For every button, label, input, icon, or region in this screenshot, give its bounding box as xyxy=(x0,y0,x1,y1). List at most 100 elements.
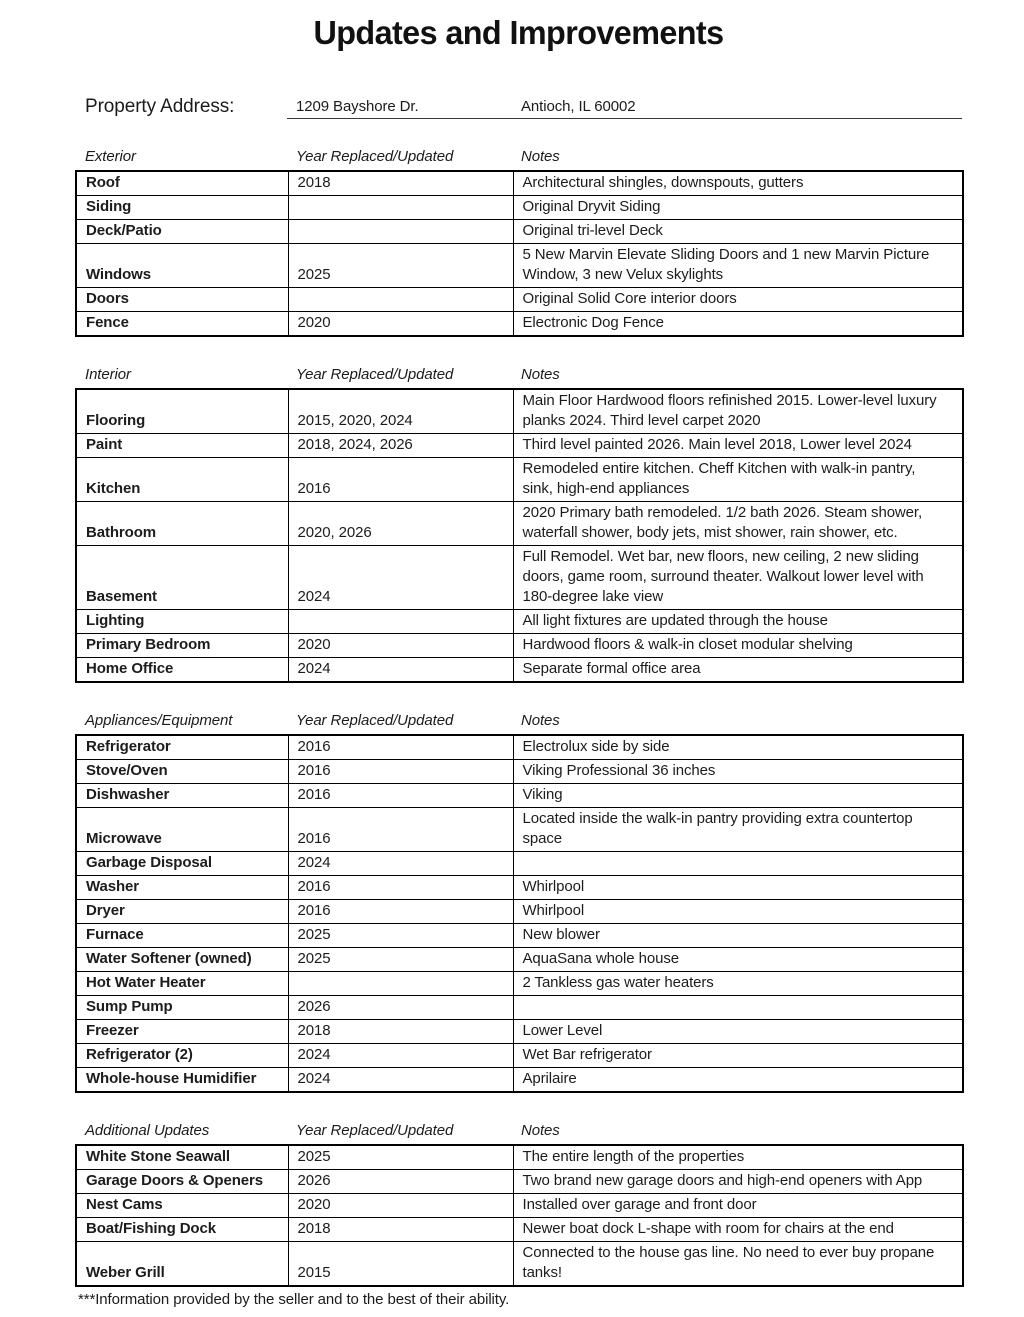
year-cell: 2016 xyxy=(287,807,514,852)
column-header-year: Year Replaced/Updated xyxy=(296,148,454,165)
table-row: Lighting All light fixtures are updated … xyxy=(75,609,964,634)
notes-cell: Separate formal office area xyxy=(512,657,964,683)
year-cell: 2018 xyxy=(287,170,514,196)
year-cell: 2024 xyxy=(287,851,514,876)
table-row: Weber Grill 2015 Connected to the house … xyxy=(75,1241,964,1287)
year-cell: 2025 xyxy=(287,1144,514,1170)
item-cell: Lighting xyxy=(75,609,289,634)
section-column-headers: Interior Year Replaced/Updated Notes xyxy=(75,365,962,384)
notes-cell: Viking xyxy=(512,783,964,808)
item-cell: Furnace xyxy=(75,923,289,948)
item-cell: Freezer xyxy=(75,1019,289,1044)
updates-table: Roof 2018 Architectural shingles, downsp… xyxy=(75,170,964,337)
notes-cell: Whirlpool xyxy=(512,875,964,900)
year-cell: 2025 xyxy=(287,243,514,288)
table-row: White Stone Seawall 2025 The entire leng… xyxy=(75,1144,964,1170)
table-body: White Stone Seawall 2025 The entire leng… xyxy=(75,1144,964,1287)
table-row: Basement 2024 Full Remodel. Wet bar, new… xyxy=(75,545,964,610)
item-cell: Dryer xyxy=(75,899,289,924)
notes-cell: Whirlpool xyxy=(512,899,964,924)
item-cell: Flooring xyxy=(75,388,289,434)
address-city-value: Antioch, IL 60002 xyxy=(521,98,636,115)
notes-cell: Full Remodel. Wet bar, new floors, new c… xyxy=(512,545,964,610)
property-address-fields: 1209 Bayshore Dr. Antioch, IL 60002 xyxy=(287,96,962,119)
property-address-row: Property Address: 1209 Bayshore Dr. Anti… xyxy=(75,92,962,119)
notes-cell: The entire length of the properties xyxy=(512,1144,964,1170)
notes-cell: New blower xyxy=(512,923,964,948)
notes-cell: Lower Level xyxy=(512,1019,964,1044)
table-row: Dishwasher 2016 Viking xyxy=(75,783,964,808)
year-cell: 2025 xyxy=(287,923,514,948)
section-column-headers: Additional Updates Year Replaced/Updated… xyxy=(75,1121,962,1140)
table-row: Whole-house Humidifier 2024 Aprilaire xyxy=(75,1067,964,1093)
item-cell: Washer xyxy=(75,875,289,900)
table-row: Roof 2018 Architectural shingles, downsp… xyxy=(75,170,964,196)
year-cell: 2015, 2020, 2024 xyxy=(287,388,514,434)
year-cell: 2016 xyxy=(287,457,514,502)
item-cell: Siding xyxy=(75,195,289,220)
page-title: Updates and Improvements xyxy=(313,14,724,51)
table-row: Refrigerator 2016 Electrolux side by sid… xyxy=(75,734,964,760)
year-cell: 2020, 2026 xyxy=(287,501,514,546)
updates-table: Refrigerator 2016 Electrolux side by sid… xyxy=(75,734,964,1093)
column-header-notes: Notes xyxy=(521,712,560,729)
address-street-value: 1209 Bayshore Dr. xyxy=(296,98,419,115)
table-row: Flooring 2015, 2020, 2024 Main Floor Har… xyxy=(75,388,964,434)
year-cell xyxy=(287,609,514,634)
notes-cell: Remodeled entire kitchen. Cheff Kitchen … xyxy=(512,457,964,502)
item-cell: Kitchen xyxy=(75,457,289,502)
column-header-notes: Notes xyxy=(521,1122,560,1139)
table-row: Home Office 2024 Separate formal office … xyxy=(75,657,964,683)
section-title: Additional Updates xyxy=(85,1122,210,1139)
table-row: Hot Water Heater 2 Tankless gas water he… xyxy=(75,971,964,996)
item-cell: Garage Doors & Openers xyxy=(75,1169,289,1194)
table-row: Doors Original Solid Core interior doors xyxy=(75,287,964,312)
year-cell: 2026 xyxy=(287,995,514,1020)
column-header-year: Year Replaced/Updated xyxy=(296,366,454,383)
year-cell: 2025 xyxy=(287,947,514,972)
column-header-year: Year Replaced/Updated xyxy=(296,1122,454,1139)
notes-cell: Installed over garage and front door xyxy=(512,1193,964,1218)
item-cell: Stove/Oven xyxy=(75,759,289,784)
year-cell: 2016 xyxy=(287,875,514,900)
table-row: Deck/Patio Original tri-level Deck xyxy=(75,219,964,244)
updates-table: White Stone Seawall 2025 The entire leng… xyxy=(75,1144,964,1287)
item-cell: Doors xyxy=(75,287,289,312)
column-header-notes: Notes xyxy=(521,366,560,383)
notes-cell: 2 Tankless gas water heaters xyxy=(512,971,964,996)
table-row: Dryer 2016 Whirlpool xyxy=(75,899,964,924)
year-cell xyxy=(287,971,514,996)
notes-cell: Two brand new garage doors and high-end … xyxy=(512,1169,964,1194)
notes-cell: Original tri-level Deck xyxy=(512,219,964,244)
notes-cell: Original Solid Core interior doors xyxy=(512,287,964,312)
year-cell: 2016 xyxy=(287,759,514,784)
update-section: Interior Year Replaced/Updated Notes Flo… xyxy=(75,365,964,683)
year-cell: 2024 xyxy=(287,1043,514,1068)
table-row: Microwave 2016 Located inside the walk-i… xyxy=(75,807,964,852)
year-cell: 2018 xyxy=(287,1019,514,1044)
column-header-notes: Notes xyxy=(521,148,560,165)
column-header-year: Year Replaced/Updated xyxy=(296,712,454,729)
section-title: Exterior xyxy=(85,148,136,165)
item-cell: Nest Cams xyxy=(75,1193,289,1218)
item-cell: Hot Water Heater xyxy=(75,971,289,996)
table-row: Primary Bedroom 2020 Hardwood floors & w… xyxy=(75,633,964,658)
update-section: Exterior Year Replaced/Updated Notes Roo… xyxy=(75,147,964,337)
year-cell: 2016 xyxy=(287,734,514,760)
notes-cell: Connected to the house gas line. No need… xyxy=(512,1241,964,1287)
item-cell: Sump Pump xyxy=(75,995,289,1020)
update-section: Additional Updates Year Replaced/Updated… xyxy=(75,1121,964,1287)
notes-cell: Original Dryvit Siding xyxy=(512,195,964,220)
notes-cell: Electrolux side by side xyxy=(512,734,964,760)
table-row: Bathroom 2020, 2026 2020 Primary bath re… xyxy=(75,501,964,546)
notes-cell: Located inside the walk-in pantry provid… xyxy=(512,807,964,852)
item-cell: Boat/Fishing Dock xyxy=(75,1217,289,1242)
section-column-headers: Appliances/Equipment Year Replaced/Updat… xyxy=(75,711,962,730)
sections: Exterior Year Replaced/Updated Notes Roo… xyxy=(75,147,964,1287)
table-row: Siding Original Dryvit Siding xyxy=(75,195,964,220)
seller-disclaimer: ***Information provided by the seller an… xyxy=(78,1291,510,1308)
item-cell: Primary Bedroom xyxy=(75,633,289,658)
year-cell: 2015 xyxy=(287,1241,514,1287)
table-row: Stove/Oven 2016 Viking Professional 36 i… xyxy=(75,759,964,784)
